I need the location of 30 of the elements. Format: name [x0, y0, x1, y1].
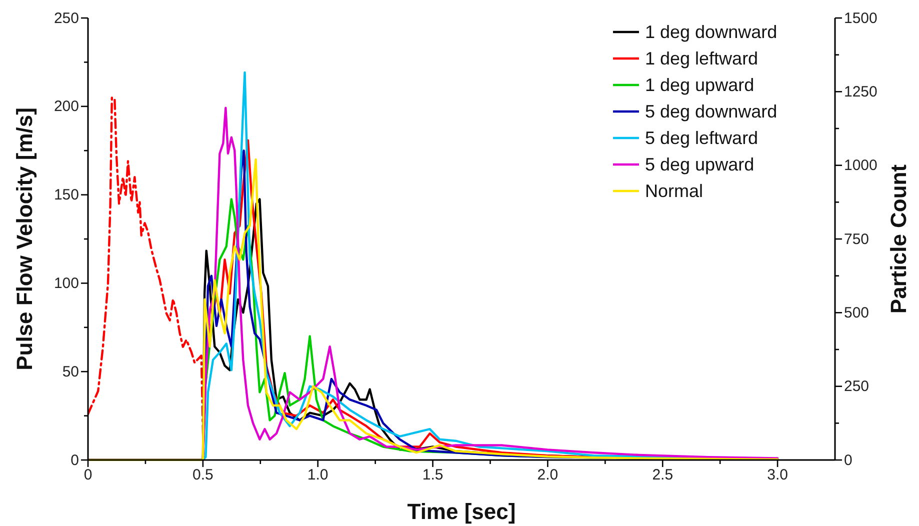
y2-tick-label: 0: [844, 452, 852, 469]
y-axis-title: Pulse Flow Velocity [m/s]: [12, 108, 37, 370]
y-tick-label: 250: [54, 10, 79, 27]
legend-label: 5 deg downward: [645, 102, 778, 122]
y2-tick-label: 500: [844, 304, 870, 322]
x-tick-label: 3.0: [767, 466, 788, 484]
x-axis-title: Time [sec]: [407, 499, 516, 524]
x-tick-label: 0.5: [192, 466, 214, 484]
x-tick-label: 1.0: [307, 466, 328, 484]
legend-label: 5 deg upward: [645, 154, 754, 174]
y-tick-label: 150: [54, 186, 79, 204]
y2-tick-label: 750: [844, 230, 870, 248]
legend-label: 5 deg leftward: [645, 128, 758, 148]
legend-label: 1 deg upward: [645, 75, 754, 95]
x-tick-label: 2.0: [537, 466, 558, 484]
y-tick-label: 50: [62, 363, 79, 380]
x-tick-label: 2.5: [652, 466, 674, 484]
y-tick-label: 200: [54, 98, 79, 116]
y-tick-label: 0: [70, 452, 79, 469]
y2-axis-title: Particle Count: [886, 164, 911, 314]
x-tick-label: 0: [84, 466, 92, 484]
y2-tick-label: 1500: [844, 10, 878, 27]
legend-label: Normal: [645, 181, 704, 201]
legend-label: 1 deg downward: [645, 22, 778, 42]
y2-tick-label: 1000: [844, 157, 878, 174]
y2-tick-label: 250: [844, 378, 870, 396]
y-tick-label: 100: [54, 275, 79, 292]
x-tick-label: 1.5: [422, 466, 444, 484]
legend-label: 1 deg leftward: [645, 48, 758, 68]
y2-tick-label: 1250: [844, 83, 878, 100]
